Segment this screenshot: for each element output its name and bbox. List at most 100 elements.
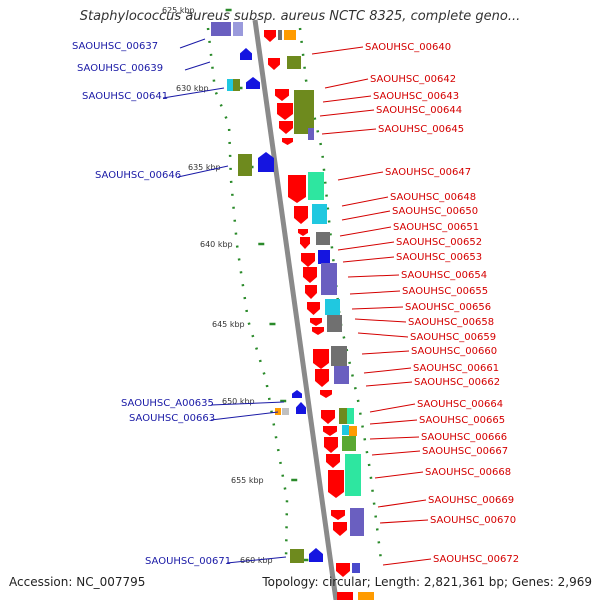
- plus-gene-label: SAOUHSC_00664: [417, 399, 503, 410]
- plus-gene-label: SAOUHSC_00668: [425, 467, 511, 478]
- plus-gene-label: SAOUHSC_00659: [410, 332, 496, 343]
- plus-gene-label: SAOUHSC_00672: [433, 554, 519, 565]
- minus-gene-label: SAOUHSC_00639: [77, 63, 163, 74]
- leader-line: [177, 165, 229, 178]
- gene-feature: [321, 263, 337, 295]
- plus-gene-label: SAOUHSC_00652: [396, 237, 482, 248]
- leader-line: [341, 196, 389, 207]
- plus-gene-label: SAOUHSC_00640: [365, 42, 451, 53]
- gene-arrow-plus: [307, 302, 320, 315]
- leader-line: [351, 306, 404, 310]
- gene-feature: [227, 79, 233, 91]
- gene-arrow-plus: [321, 410, 335, 424]
- gene-feature: [275, 408, 281, 415]
- gene-arrow-plus: [303, 267, 317, 283]
- plus-gene-label: SAOUHSC_00665: [419, 415, 505, 426]
- plus-gene-label: SAOUHSC_00662: [414, 377, 500, 388]
- leader-line: [311, 46, 364, 55]
- leader-line: [354, 318, 407, 323]
- gene-arrow-plus: [305, 285, 317, 299]
- gene-feature: [282, 408, 289, 415]
- gene-arrow-plus: [313, 349, 329, 369]
- gene-feature: [308, 172, 324, 200]
- plus-gene-label: SAOUHSC_00656: [405, 302, 491, 313]
- gene-feature: [342, 436, 356, 451]
- gene-feature: [233, 79, 240, 91]
- plus-gene-label: SAOUHSC_00666: [421, 432, 507, 443]
- gene-feature: [312, 204, 327, 224]
- leader-line: [210, 401, 285, 406]
- plus-gene-label: SAOUHSC_00650: [392, 206, 478, 217]
- gene-arrow-plus: [326, 454, 340, 468]
- gene-arrow-minus: [309, 548, 323, 562]
- gene-feature: [290, 549, 304, 563]
- leader-line: [357, 332, 409, 338]
- gene-arrow-minus: [292, 390, 302, 398]
- gene-feature: [345, 454, 361, 496]
- gene-labels: SAOUHSC_00637 SAOUHSC_00639 SAOUHSC_00641 S…: [72, 41, 519, 567]
- leader-line: [379, 519, 429, 524]
- gene-feature: [342, 425, 349, 435]
- leader-line: [369, 419, 418, 425]
- gene-arrow-minus: [240, 48, 252, 60]
- gene-feature: [349, 426, 357, 436]
- leader-line: [341, 210, 391, 221]
- leader-line: [321, 128, 377, 135]
- gene-arrow-plus: [268, 58, 280, 70]
- gene-feature: [334, 366, 349, 384]
- gene-feature: [337, 592, 353, 600]
- topology-text: Topology: circular; Length: 2,821,361 bp…: [262, 575, 592, 589]
- gene-arrow-minus: [296, 402, 306, 414]
- gene-arrow-minus: [258, 152, 274, 172]
- leader-line: [365, 381, 413, 387]
- minus-gene-label: SAOUHSC_00641: [82, 91, 168, 102]
- tick-label: 655 kbp: [231, 476, 264, 485]
- label-leaders: [162, 38, 432, 566]
- gene-feature: [331, 346, 347, 366]
- plus-gene-label: SAOUHSC_00644: [376, 105, 462, 116]
- minus-gene-label: SAOUHSC_00646: [95, 170, 181, 181]
- gene-arrow-plus: [277, 103, 293, 120]
- leader-line: [337, 241, 395, 251]
- leader-line: [339, 226, 392, 237]
- gene-arrow-plus: [315, 369, 329, 387]
- leader-line: [179, 38, 206, 49]
- genome-backbone: [252, 19, 339, 601]
- gene-feature: [238, 154, 252, 176]
- gene-arrow-plus: [294, 206, 308, 224]
- plus-gene-label: SAOUHSC_00655: [402, 286, 488, 297]
- gene-feature: [347, 408, 354, 424]
- tick-label: 640 kbp: [200, 240, 233, 249]
- leader-line: [162, 87, 225, 99]
- leader-line: [324, 78, 369, 89]
- plus-gene-label: SAOUHSC_00667: [422, 446, 508, 457]
- gene-feature: [294, 90, 314, 134]
- leader-line: [361, 350, 410, 355]
- gene-arrow-plus: [324, 437, 338, 453]
- gene-arrow-plus: [336, 563, 350, 577]
- gene-arrow-minus: [246, 77, 260, 89]
- gene-arrow-plus: [310, 318, 322, 326]
- leader-line: [210, 411, 279, 421]
- leader-line: [377, 499, 427, 508]
- plus-gene-label: SAOUHSC_00651: [393, 222, 479, 233]
- gene-feature: [308, 128, 314, 140]
- plus-gene-label: SAOUHSC_00648: [390, 192, 476, 203]
- map-title: Staphylococcus aureus subsp. aureus NCTC…: [79, 9, 521, 24]
- leader-line: [349, 290, 401, 295]
- gene-arrow-plus: [331, 510, 345, 520]
- leader-line: [337, 171, 384, 181]
- gene-feature: [339, 408, 347, 424]
- gene-feature: [358, 592, 374, 600]
- backbone-line: [252, 19, 339, 601]
- leader-line: [226, 556, 287, 564]
- gene-arrow-plus: [328, 470, 344, 498]
- leader-line: [319, 109, 375, 117]
- minus-gene-label: SAOUHSC_00671: [145, 556, 231, 567]
- gene-feature: [350, 508, 364, 536]
- leader-line: [369, 436, 420, 440]
- gene-feature: [325, 299, 340, 315]
- gene-feature: [284, 30, 296, 40]
- tick-label: 630 kbp: [176, 84, 209, 93]
